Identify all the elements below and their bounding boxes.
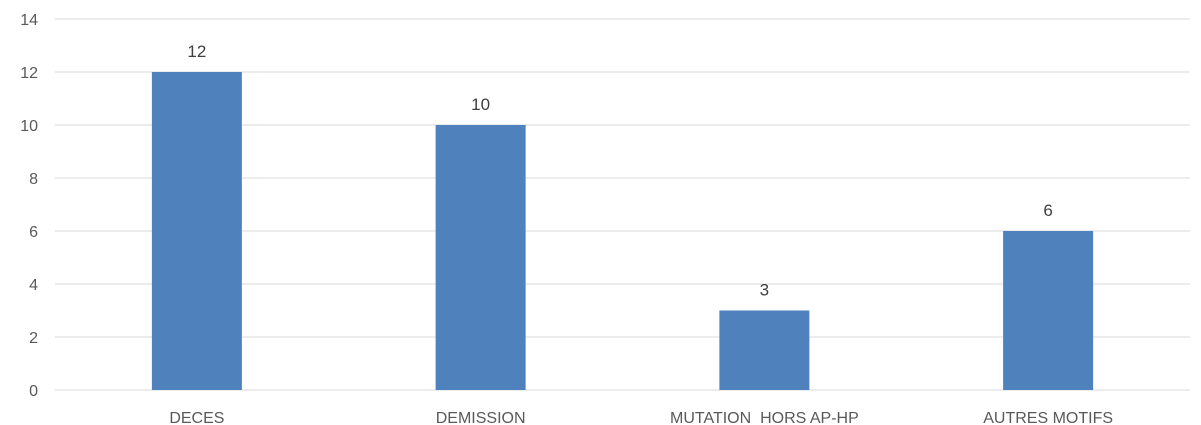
data-label: 10 xyxy=(471,95,490,114)
y-tick-label: 12 xyxy=(20,65,38,82)
bar-4 xyxy=(1003,231,1094,390)
data-label: 12 xyxy=(187,42,206,61)
data-labels: 12 10 3 6 xyxy=(187,42,1052,300)
y-tick-label: 14 xyxy=(20,12,38,29)
x-axis-categories: DECES DEMISSION MUTATION HORS AP-HP AUTRES … xyxy=(169,410,1113,425)
data-label: 3 xyxy=(760,281,769,300)
y-tick-label: 6 xyxy=(29,224,38,241)
bars xyxy=(151,72,1094,390)
y-tick-label: 8 xyxy=(29,171,38,188)
category-label: DECES xyxy=(169,410,224,425)
y-tick-label: 2 xyxy=(29,330,38,347)
gridlines xyxy=(55,18,1190,391)
category-label: MUTATION HORS AP-HP xyxy=(670,410,859,425)
y-tick-label: 10 xyxy=(20,118,38,135)
data-label: 6 xyxy=(1043,201,1052,220)
category-label: DEMISSION xyxy=(436,410,526,425)
y-axis-ticks: 0 2 4 6 8 10 12 14 xyxy=(20,12,38,400)
bar-2 xyxy=(435,125,526,390)
bar-3 xyxy=(719,310,810,390)
category-label: AUTRES MOTIFS xyxy=(983,410,1113,425)
bar-1 xyxy=(151,72,242,390)
y-tick-label: 0 xyxy=(29,383,38,400)
y-tick-label: 4 xyxy=(29,277,38,294)
